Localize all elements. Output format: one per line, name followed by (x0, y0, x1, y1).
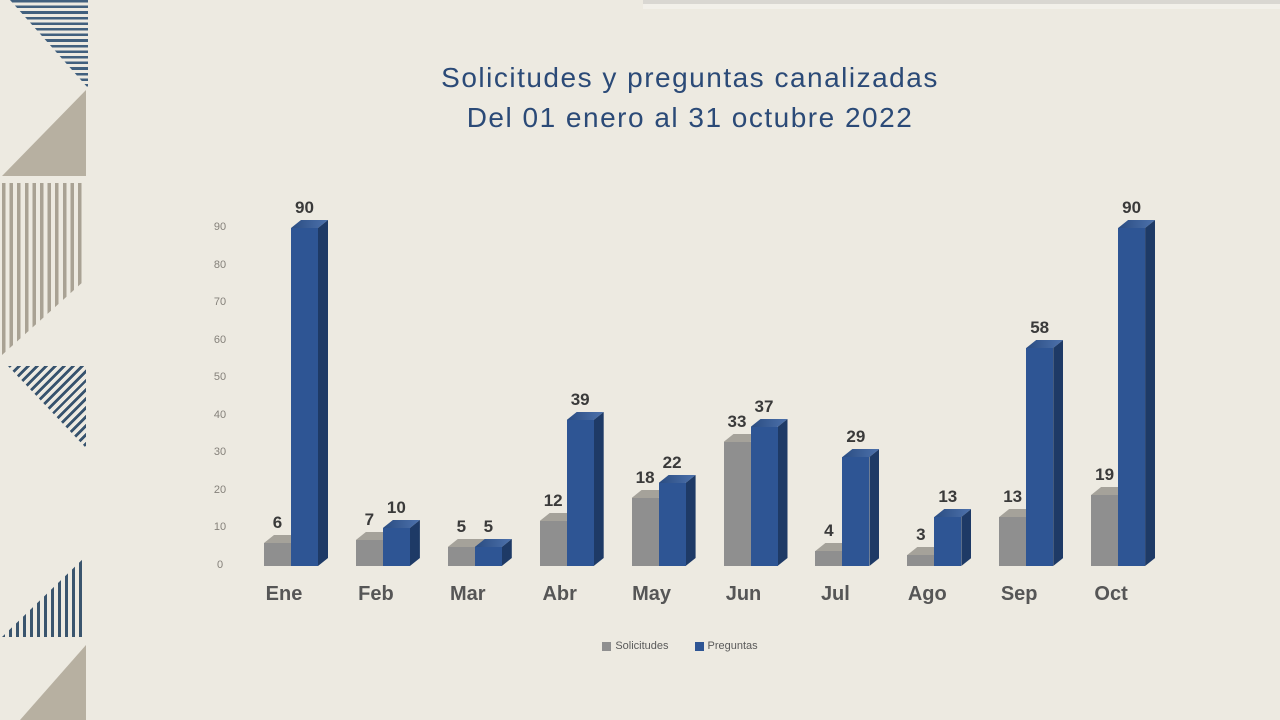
category-label-mar: Mar (450, 583, 486, 605)
chart-legend: Solicitudes Preguntas (240, 640, 1120, 652)
y-axis-tick-40: 40 (213, 408, 227, 421)
category-label-jul: Jul (820, 583, 850, 605)
value-label-solicitudes-oct: 19 (1095, 465, 1115, 484)
value-label-solicitudes-jul: 4 (824, 521, 834, 540)
category-label-may: May (632, 583, 672, 605)
category-label-oct: Oct (1094, 583, 1128, 605)
legend-swatch-icon (602, 641, 612, 651)
bar-preguntas-mar (474, 547, 502, 566)
y-axis-tick-70: 70 (213, 296, 227, 309)
y-axis-tick-80: 80 (213, 258, 227, 271)
value-label-preguntas-ene: 90 (295, 198, 314, 217)
category-label-abr: Abr (542, 583, 577, 605)
bar-solicitudes-mar (447, 547, 475, 566)
bar-preguntas-feb (382, 528, 410, 566)
value-label-solicitudes-ago: 3 (916, 525, 926, 544)
chart-title-line2: Del 01 enero al 31 octubre 2022 (466, 102, 914, 133)
value-label-preguntas-feb: 10 (386, 498, 406, 517)
y-axis-tick-20: 20 (213, 483, 227, 496)
chart-title-line1: Solicitudes y preguntas canalizadas (441, 62, 939, 93)
category-label-jun: Jun (725, 583, 762, 605)
category-label-ene: Ene (265, 583, 303, 605)
bar-preguntas-sep (1026, 348, 1054, 566)
value-label-preguntas-abr: 39 (570, 390, 590, 409)
bar-solicitudes-feb (355, 540, 383, 566)
value-label-solicitudes-may: 18 (635, 468, 655, 487)
bar-preguntas-jul (842, 457, 870, 566)
value-label-solicitudes-sep: 13 (1003, 487, 1023, 506)
bar-solicitudes-ago (907, 555, 935, 566)
value-label-preguntas-jun: 37 (754, 397, 774, 416)
bar-solicitudes-oct (1091, 495, 1119, 566)
y-axis-tick-60: 60 (213, 333, 227, 346)
y-axis-tick-90: 90 (213, 220, 227, 233)
y-axis-tick-0: 0 (216, 559, 224, 571)
chart-title: Solicitudes y preguntas canalizadas Del … (200, 58, 1180, 138)
bar-preguntas-abr (566, 420, 594, 566)
value-label-solicitudes-mar: 5 (456, 517, 467, 536)
legend-item-preguntas: Preguntas (694, 640, 758, 652)
value-label-solicitudes-feb: 7 (364, 510, 375, 529)
value-label-solicitudes-abr: 12 (543, 491, 563, 510)
value-label-preguntas-jul: 29 (846, 427, 866, 446)
bar-preguntas-may (658, 483, 686, 566)
category-label-feb: Feb (358, 583, 394, 605)
bar-preguntas-jun (750, 427, 778, 566)
legend-swatch-icon (694, 641, 704, 651)
bar-solicitudes-may (631, 498, 659, 566)
value-label-solicitudes-ene: 6 (272, 513, 283, 532)
bar-solicitudes-sep (999, 517, 1027, 566)
bar-solicitudes-jul (815, 551, 843, 566)
category-label-sep: Sep (1000, 583, 1038, 605)
bar-preguntas-ago (934, 517, 962, 566)
y-axis-tick-10: 10 (213, 521, 227, 534)
y-axis-tick-50: 50 (213, 371, 227, 384)
top-accent-strip (643, 0, 1280, 9)
bar-preguntas-oct (1118, 228, 1146, 566)
bar-solicitudes-jun (723, 442, 751, 566)
value-label-preguntas-sep: 58 (1030, 318, 1050, 337)
value-label-preguntas-oct: 90 (1122, 198, 1142, 217)
bar-solicitudes-ene (264, 543, 291, 566)
legend-item-solicitudes: Solicitudes (602, 640, 669, 652)
legend-label: Preguntas (707, 640, 758, 652)
y-axis-tick-30: 30 (213, 446, 227, 459)
value-label-solicitudes-jun: 33 (727, 412, 747, 431)
category-label-ago: Ago (907, 583, 947, 605)
legend-label: Solicitudes (615, 640, 669, 652)
value-label-preguntas-mar: 5 (483, 517, 494, 536)
value-label-preguntas-may: 22 (662, 453, 682, 472)
bar-solicitudes-abr (539, 521, 567, 566)
value-label-preguntas-ago: 13 (938, 487, 958, 506)
bar-preguntas-ene (291, 228, 318, 566)
